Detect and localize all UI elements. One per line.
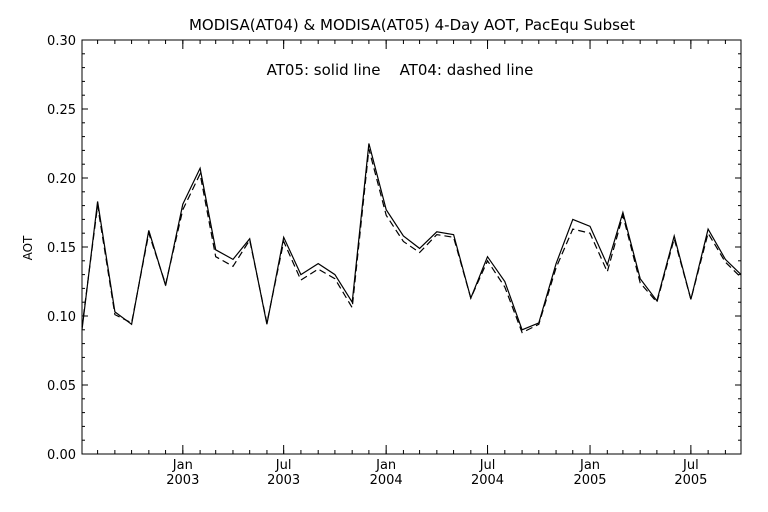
x-tick-label-month: Jan xyxy=(579,458,600,473)
x-tick-label-year: 2004 xyxy=(370,473,403,488)
x-tick-label-month: Jul xyxy=(682,458,699,473)
y-tick-label: 0.20 xyxy=(47,172,76,187)
y-tick-label: 0.00 xyxy=(47,448,76,463)
series-line-at04 xyxy=(81,148,742,334)
x-tick-label-month: Jan xyxy=(172,458,193,473)
y-tick-label: 0.30 xyxy=(47,34,76,49)
x-tick-label-month: Jul xyxy=(479,458,496,473)
y-tick-label: 0.10 xyxy=(47,310,76,325)
x-tick-label-month: Jul xyxy=(275,458,292,473)
y-axis: 0.00 0.05 0.10 0.15 0.20 0.25 0.30 xyxy=(47,34,741,463)
y-tick-label: 0.05 xyxy=(47,379,76,394)
x-tick-label-year: 2004 xyxy=(471,473,504,488)
y-tick-label: 0.15 xyxy=(47,241,76,256)
x-tick-label-year: 2005 xyxy=(674,473,707,488)
x-tick-label-month: Jan xyxy=(375,458,396,473)
y-tick-label: 0.25 xyxy=(47,103,76,118)
series-line-at05 xyxy=(81,143,742,331)
x-tick-label-year: 2005 xyxy=(573,473,606,488)
chart-title: MODISA(AT04) & MODISA(AT05) 4-Day AOT, P… xyxy=(189,16,635,34)
x-tick-label-year: 2003 xyxy=(166,473,199,488)
series-annotation: AT05: solid line AT04: dashed line xyxy=(267,61,534,79)
y-axis-label: AOT xyxy=(21,235,35,260)
x-axis: Jan2003Jul2003Jan2004Jul2004Jan2005Jul20… xyxy=(97,40,726,488)
x-tick-label-year: 2003 xyxy=(267,473,300,488)
series-layer xyxy=(81,143,742,334)
